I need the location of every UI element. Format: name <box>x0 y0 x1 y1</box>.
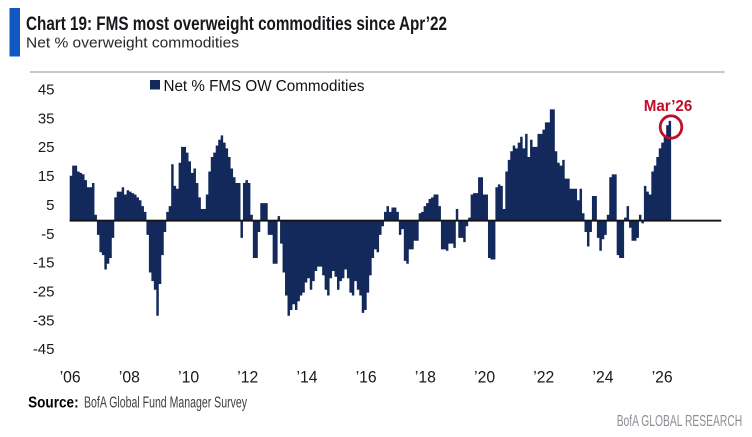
svg-text:Mar’26: Mar’26 <box>644 98 693 115</box>
svg-text:15: 15 <box>38 168 55 185</box>
svg-text:’16: ’16 <box>356 369 377 387</box>
svg-text:’18: ’18 <box>415 369 436 387</box>
svg-text:-25: -25 <box>33 284 55 301</box>
svg-text:’26: ’26 <box>652 369 673 387</box>
svg-text:35: 35 <box>38 110 55 127</box>
svg-text:’08: ’08 <box>119 369 140 387</box>
svg-text:-5: -5 <box>41 226 54 243</box>
svg-text:BofA GLOBAL RESEARCH: BofA GLOBAL RESEARCH <box>617 413 743 430</box>
svg-text:Net % FMS OW Commodities: Net % FMS OW Commodities <box>164 78 365 95</box>
svg-text:-35: -35 <box>33 312 55 329</box>
svg-text:’12: ’12 <box>237 369 258 387</box>
svg-text:Source:: Source: <box>28 395 79 412</box>
svg-text:’22: ’22 <box>533 369 554 387</box>
svg-text:’10: ’10 <box>178 369 199 387</box>
svg-text:45: 45 <box>38 82 55 99</box>
svg-text:Net % overweight commodities: Net % overweight commodities <box>26 35 239 52</box>
svg-text:BofA Global Fund Manager Surve: BofA Global Fund Manager Survey <box>84 395 247 412</box>
svg-text:’24: ’24 <box>593 369 614 387</box>
svg-text:’20: ’20 <box>474 369 495 387</box>
svg-text:5: 5 <box>46 197 54 214</box>
svg-text:’06: ’06 <box>60 369 81 387</box>
svg-text:25: 25 <box>38 139 55 156</box>
svg-text:-15: -15 <box>33 255 55 272</box>
svg-text:’14: ’14 <box>297 369 318 387</box>
svg-text:-45: -45 <box>33 341 55 358</box>
svg-text:Chart 19: FMS most overweight: Chart 19: FMS most overweight commoditie… <box>26 14 447 35</box>
